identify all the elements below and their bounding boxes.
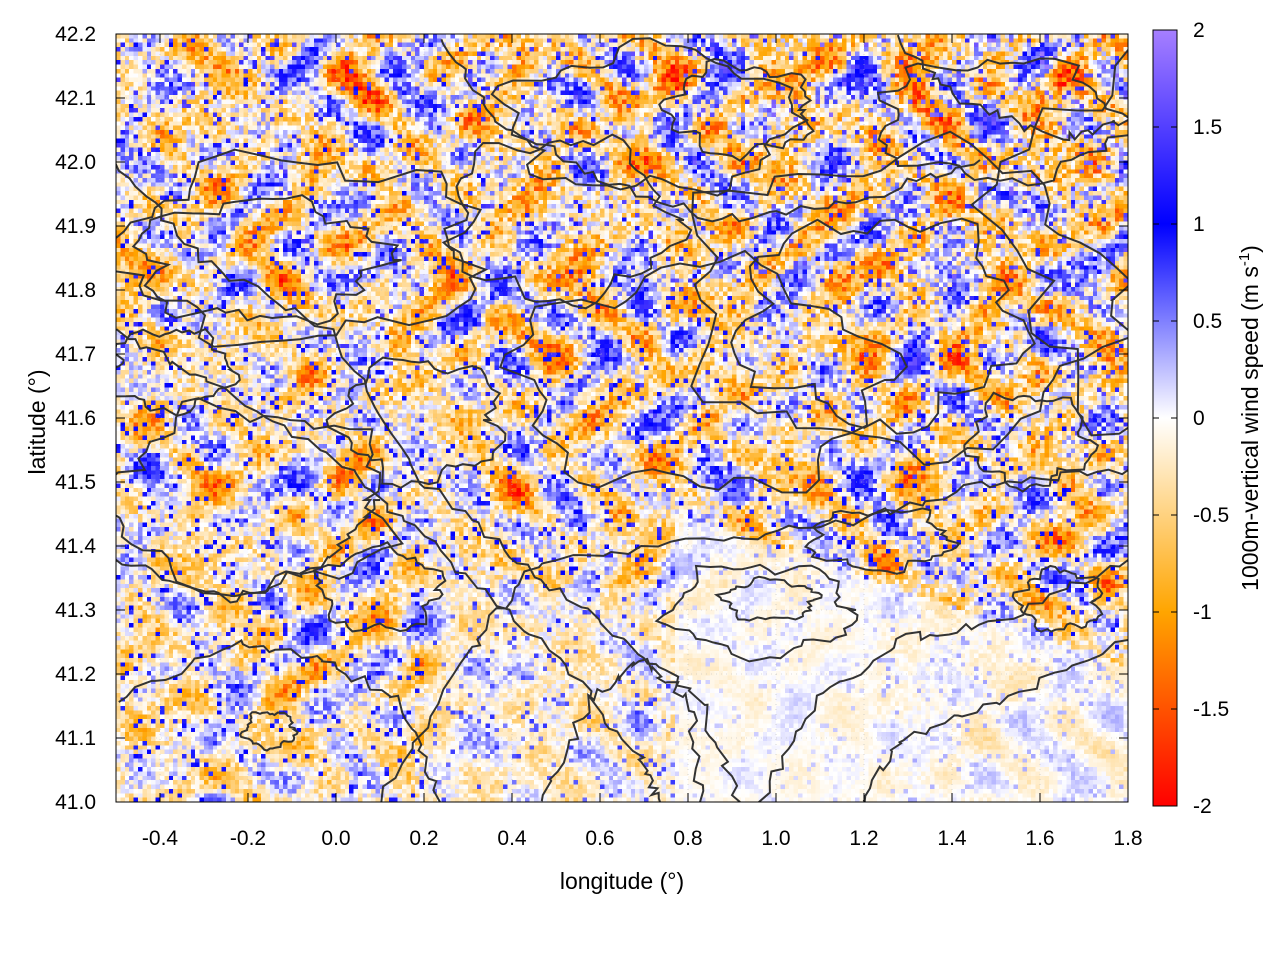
contour-line [116,162,741,802]
y-tick-label: 42.0 [55,151,96,174]
contour-line [896,34,1128,142]
contour-line [239,711,299,752]
x-tick-label: 0.6 [585,827,614,850]
x-tick-label: -0.2 [230,827,266,850]
contour-line [440,38,981,223]
colorbar-tick-label: -1 [1193,601,1212,624]
colorbar-tick-label: 1 [1193,213,1205,236]
colorbar-tick-label: 0.5 [1193,310,1222,333]
contour-line [658,57,816,162]
x-tick-label: 1.4 [937,827,967,850]
contour-line [1011,564,1104,633]
x-tick-label: 1.6 [1025,827,1054,850]
x-tick-label: 0.0 [321,827,350,850]
colorbar-title-sup: -1 [1236,253,1253,266]
contour-line [325,356,507,489]
colorbar-tick-label: -2 [1193,795,1212,818]
contour-line [963,391,1100,493]
colorbar-tick-label: -1.5 [1193,698,1229,721]
colorbar-title: 1000m-vertical wind speed (m s-1) [1236,245,1263,591]
contour-line [499,249,909,494]
y-tick-label: 41.9 [55,215,96,238]
contour-line [312,541,447,633]
y-tick-label: 41.2 [55,663,96,686]
y-tick-label: 41.8 [55,279,96,302]
y-axis-title: latitude (°) [24,369,50,474]
contour-line [757,559,1128,802]
contour-line [690,130,1128,466]
x-axis-ticks: -0.4 -0.2 0.0 0.2 0.4 0.6 0.8 1.0 1.2 1.4 1.6 1.8 [142,34,1143,850]
y-tick-label: 41.7 [55,343,96,366]
x-tick-label: 0.2 [409,827,438,850]
contour-line [654,563,859,663]
x-tick-label: 1.8 [1113,827,1142,850]
colorbar-tick-label: 0 [1193,407,1205,430]
contour-line [116,328,661,802]
x-tick-label: -0.4 [142,827,179,850]
contour-line [540,657,705,802]
contour-line [730,217,1036,435]
contour-line [970,48,1128,437]
contour-line [116,397,405,598]
x-tick-label: 0.4 [497,827,527,850]
y-axis-ticks: 41.0 41.1 41.2 41.3 41.4 41.5 41.6 41.7 41.8 41.9… [55,23,1128,814]
contour-line [862,639,1128,802]
y-tick-label: 41.3 [55,599,96,622]
colorbar-title-main: 1000m-vertical wind speed (m s [1237,266,1263,591]
y-tick-label: 41.4 [55,535,96,558]
x-tick-label: 1.0 [761,827,790,850]
contour-line [116,499,381,604]
colorbar-ticks: -2 -1.5 -1 -0.5 0 0.5 1 1.5 2 [1153,19,1229,818]
contour-line [876,57,1128,187]
contour-line [443,133,693,310]
contour-line [131,194,402,326]
contour-line [713,575,823,622]
contour-line [118,639,441,802]
grid-lines [116,34,1128,802]
x-axis-title: longitude (°) [560,868,684,894]
contour-line [803,507,961,575]
colorbar-tick-label: -0.5 [1193,504,1229,527]
y-tick-label: 41.5 [55,471,96,494]
colorbar-tick-label: 2 [1193,19,1205,42]
contour-line [380,468,1128,802]
y-tick-label: 41.6 [55,407,96,430]
colorbar-tick-label: 1.5 [1193,116,1222,139]
colorbar-title-end: ) [1237,245,1263,253]
terrain-contours [116,34,1128,802]
y-tick-label: 42.1 [55,87,96,110]
y-tick-label: 42.2 [55,23,96,46]
contour-line [116,327,241,417]
y-tick-label: 41.1 [55,727,96,750]
x-tick-label: 1.2 [849,827,878,850]
y-tick-label: 41.0 [55,791,96,814]
contour-line [116,148,489,348]
x-tick-label: 0.8 [673,827,702,850]
colorbar: -2 -1.5 -1 -0.5 0 0.5 1 1.5 2 1000m-vertical win… [1152,19,1263,818]
